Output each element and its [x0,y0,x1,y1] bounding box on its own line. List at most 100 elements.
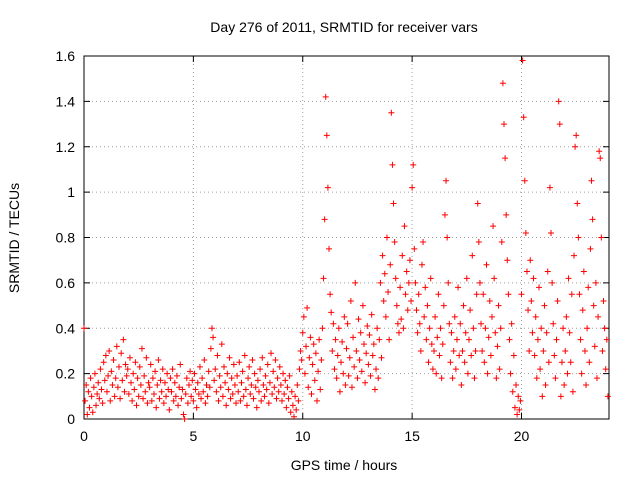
data-point [256,388,262,395]
data-point [98,386,105,393]
y-tick-label: 1 [67,184,75,200]
data-point [467,307,474,314]
data-point [591,343,598,350]
data-point [560,325,567,332]
data-point [474,200,481,207]
data-point [213,388,220,395]
data-point [567,359,574,366]
data-point [293,406,300,413]
data-point [154,381,161,388]
data-point [158,388,165,395]
data-point [330,320,337,327]
data-point [257,366,264,373]
data-point [155,357,162,364]
data-point [261,393,268,400]
data-point [345,372,352,379]
data-point [359,302,366,309]
data-point [271,384,278,391]
data-point [409,184,416,191]
data-point [589,216,596,223]
data-point [211,377,218,384]
data-point [316,336,323,343]
data-point [247,391,254,398]
data-point [597,155,604,162]
y-tick-label: 0.4 [56,320,76,336]
data-point [603,336,610,343]
data-point [383,234,390,241]
data-point [530,275,537,282]
data-point [130,370,137,377]
data-point [273,395,280,402]
data-point [231,381,238,388]
data-point [176,384,183,391]
data-point [321,216,328,223]
data-point [191,370,198,377]
data-point [210,334,217,341]
data-point [317,386,324,393]
data-point [374,325,381,332]
y-tick-label: 0.8 [56,230,76,246]
data-point [420,239,427,246]
data-point [214,352,221,359]
ticks-layer: 0 5 10 15 20 0 0.2 0.4 0.6 0.8 1 1.2 1.4 1.6 [56,48,609,444]
data-point [143,354,150,361]
data-point [358,368,365,375]
data-point [448,329,455,336]
data-point [581,347,588,354]
data-point [88,393,95,400]
data-point [218,341,225,348]
data-point [562,347,569,354]
data-point [311,377,318,384]
data-point [202,400,209,407]
data-point [573,132,580,139]
data-point [601,325,608,332]
data-point [387,261,394,268]
data-point [495,302,502,309]
data-point [571,252,577,259]
data-point [556,121,563,128]
data-point [572,143,579,150]
data-point [598,234,605,241]
data-point [342,381,349,388]
data-point [177,361,184,368]
data-point [295,397,302,404]
data-points [81,57,611,422]
data-point [258,397,265,404]
data-point [264,361,271,368]
data-point [398,316,405,323]
data-point [487,352,494,359]
data-point [574,200,581,207]
data-point [363,350,370,357]
data-point [361,341,367,348]
data-point [107,397,114,404]
data-point [116,363,122,370]
data-point [352,279,359,286]
data-point [533,375,540,382]
data-point [82,397,89,404]
data-point [297,347,304,354]
data-point [208,325,215,332]
x-tick-label: 20 [514,428,530,444]
data-point [428,341,435,348]
data-point [494,343,501,350]
data-point [369,352,376,359]
data-point [417,347,424,354]
data-point [551,352,558,359]
data-point [410,161,417,168]
data-point [470,325,477,332]
data-point [284,384,291,391]
data-point [262,372,269,379]
data-point [440,302,447,309]
data-point [389,161,396,168]
data-point [138,345,145,352]
x-tick-label: 10 [295,428,311,444]
data-point [595,313,602,320]
data-point [87,375,94,382]
data-point [416,320,423,327]
data-point [275,388,282,395]
data-point [329,347,336,354]
data-point [270,368,277,375]
data-point [501,121,507,128]
data-point [161,379,168,386]
data-point [287,409,294,416]
